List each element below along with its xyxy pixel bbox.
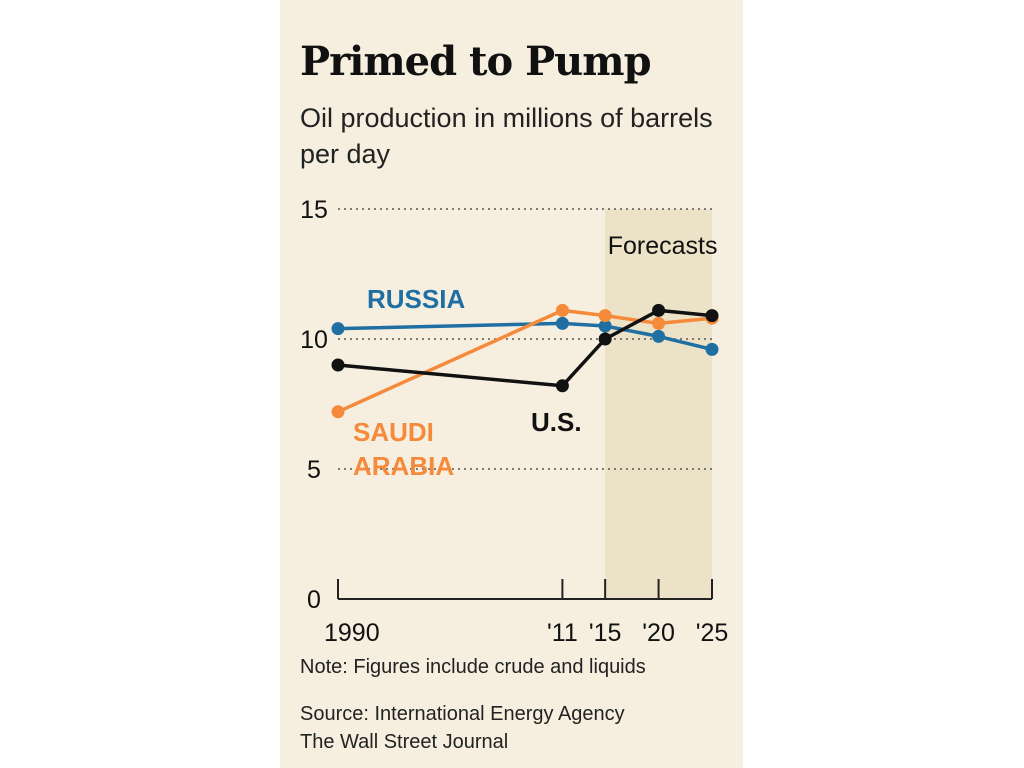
graphic-card: Primed to Pump Oil production in million… [280,0,743,768]
series-label: SAUDI [353,417,434,447]
x-tick-label: '25 [696,619,729,647]
data-point [331,322,345,336]
source-line: The Wall Street Journal [300,731,509,753]
data-point [555,316,569,330]
data-point [598,309,612,323]
chart-note: Note: Figures include crude and liquids [300,656,646,678]
series-label: ARABIA [353,451,454,481]
data-point [555,379,569,393]
data-point [652,329,666,343]
x-tick-label: '11 [547,619,578,647]
chart-title: Primed to Pump [300,38,652,85]
data-point [598,332,612,346]
forecast-band [605,209,712,599]
y-tick-label: 10 [300,326,328,354]
x-tick-label: '20 [642,619,675,647]
series-label: RUSSIA [367,284,465,314]
data-point [555,303,569,317]
data-point [598,319,612,333]
x-tick-label: 1990 [324,619,380,647]
y-tick-label: 5 [307,456,321,484]
data-point [705,342,719,356]
source-line: Source: International Energy Agency [300,703,625,725]
data-point [652,316,666,330]
data-point [652,303,666,317]
data-point [331,405,345,419]
series-label: U.S. [531,407,582,437]
y-tick-label: 15 [300,196,328,224]
chart-subtitle: Oil production in millions of barrels pe… [300,103,713,169]
chart-source: Source: International Energy Agency The … [300,700,625,756]
y-tick-label: 0 [307,586,321,614]
forecast-label: Forecasts [608,232,718,260]
data-point [331,358,345,372]
data-point [705,309,719,323]
x-tick-label: '15 [589,619,622,647]
